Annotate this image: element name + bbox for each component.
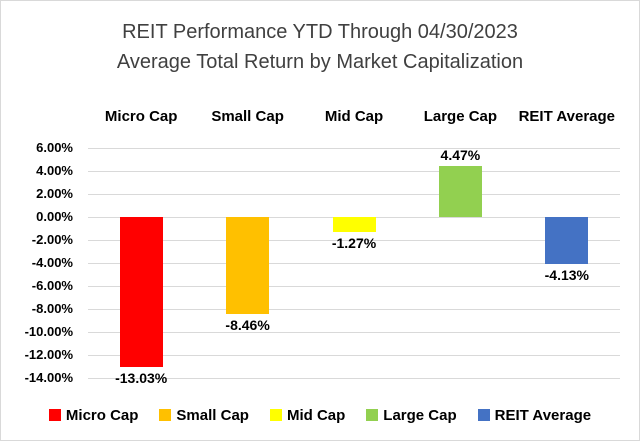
category-label-reit-average: REIT Average	[518, 108, 616, 125]
legend-swatch	[48, 409, 61, 421]
y-axis-tick-label: -6.00%	[31, 278, 73, 293]
bar-reit-average	[545, 217, 589, 265]
legend-label: Small Cap	[176, 406, 249, 424]
bar-mid-cap	[332, 217, 376, 232]
bar-value-label: -4.13%	[544, 267, 589, 284]
y-axis-tick-label: 4.00%	[36, 163, 73, 178]
legend-item-large-cap: Large Cap	[366, 406, 457, 424]
legend-item-small-cap: Small Cap	[159, 407, 249, 424]
bar-small-cap	[226, 217, 270, 315]
y-axis-tick-label: -10.00%	[24, 324, 73, 339]
y-axis-tick-label: 0.00%	[36, 209, 73, 224]
y-axis-tick-label: -2.00%	[31, 232, 73, 247]
legend-item-micro-cap: Micro Cap	[48, 406, 139, 424]
bar-large-cap	[438, 165, 482, 217]
gridline	[88, 355, 620, 356]
y-axis-tick-label: -14.00%	[24, 370, 73, 385]
gridline	[88, 286, 620, 287]
legend-item-mid-cap: Mid Cap	[269, 406, 346, 424]
y-axis-tick-label: 2.00%	[36, 186, 73, 201]
gridline	[88, 171, 620, 172]
gridline	[88, 240, 620, 241]
gridline	[88, 309, 620, 310]
legend-label: Mid Cap	[286, 406, 346, 424]
chart-title-line2: Average Total Return by Market Capitaliz…	[116, 51, 524, 73]
bar-value-label: -8.46%	[225, 317, 270, 334]
gridline	[88, 263, 620, 264]
bar-micro-cap	[119, 217, 163, 367]
category-label-large-cap: Large Cap	[423, 108, 498, 125]
gridline	[88, 194, 620, 195]
legend-swatch	[366, 409, 379, 421]
gridline	[88, 148, 620, 149]
bar-value-label: -13.03%	[115, 369, 168, 386]
legend: Micro Cap Small Cap Mid Cap Large Cap REIT A…	[1, 402, 639, 428]
category-label-mid-cap: Mid Cap	[324, 108, 384, 125]
y-axis-tick-label: 6.00%	[36, 140, 73, 155]
category-label-micro-cap: Micro Cap	[104, 108, 178, 125]
y-axis-tick-label: -8.00%	[31, 301, 73, 316]
bar-value-label: -1.27%	[331, 234, 377, 251]
legend-swatch	[269, 409, 282, 421]
gridline	[88, 332, 620, 333]
bar-value-label: 4.47%	[440, 146, 481, 163]
legend-swatch	[477, 409, 490, 421]
legend-label: REIT Average	[494, 406, 592, 424]
legend-item-reit-average: REIT Average	[477, 406, 592, 424]
chart-title-line1: REIT Performance YTD Through 04/30/2023	[122, 21, 518, 43]
y-axis-tick-label: -4.00%	[31, 255, 73, 270]
category-label-small-cap: Small Cap	[211, 108, 284, 125]
legend-swatch	[159, 409, 172, 421]
legend-label: Large Cap	[383, 406, 457, 424]
gridline	[88, 378, 620, 379]
legend-label: Micro Cap	[65, 406, 139, 424]
chart-title: REIT Performance YTD Through 04/30/2023 …	[1, 17, 639, 77]
y-axis-tick-label: -12.00%	[24, 347, 73, 362]
